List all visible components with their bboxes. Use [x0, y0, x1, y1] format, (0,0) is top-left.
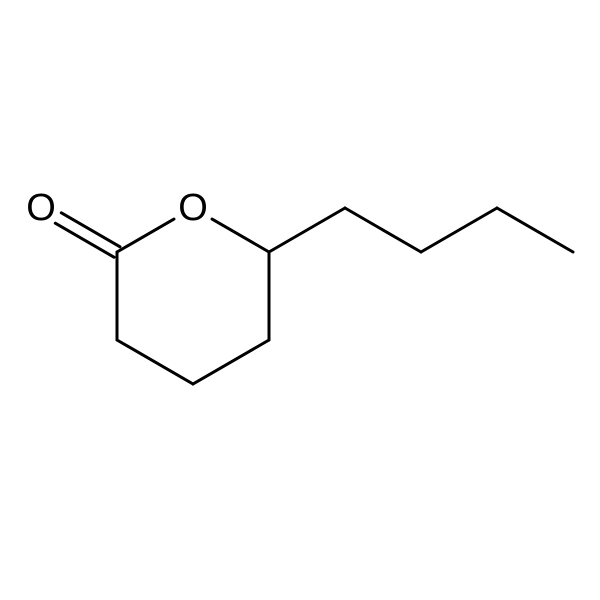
bond-line: [269, 208, 345, 252]
chemical-structure-diagram: OO: [0, 0, 600, 600]
atom-label: O: [26, 187, 56, 229]
bond-line: [497, 208, 573, 252]
atom-labels-group: OO: [26, 187, 208, 229]
bond-line: [61, 213, 120, 247]
bond-line: [193, 340, 269, 384]
bond-line: [421, 208, 497, 252]
bond-line: [55, 223, 114, 257]
bond-line: [117, 219, 174, 252]
bond-line: [117, 340, 193, 384]
bonds-group: [55, 208, 573, 384]
atom-label: O: [178, 187, 208, 229]
bond-line: [345, 208, 421, 252]
bond-line: [212, 219, 269, 252]
